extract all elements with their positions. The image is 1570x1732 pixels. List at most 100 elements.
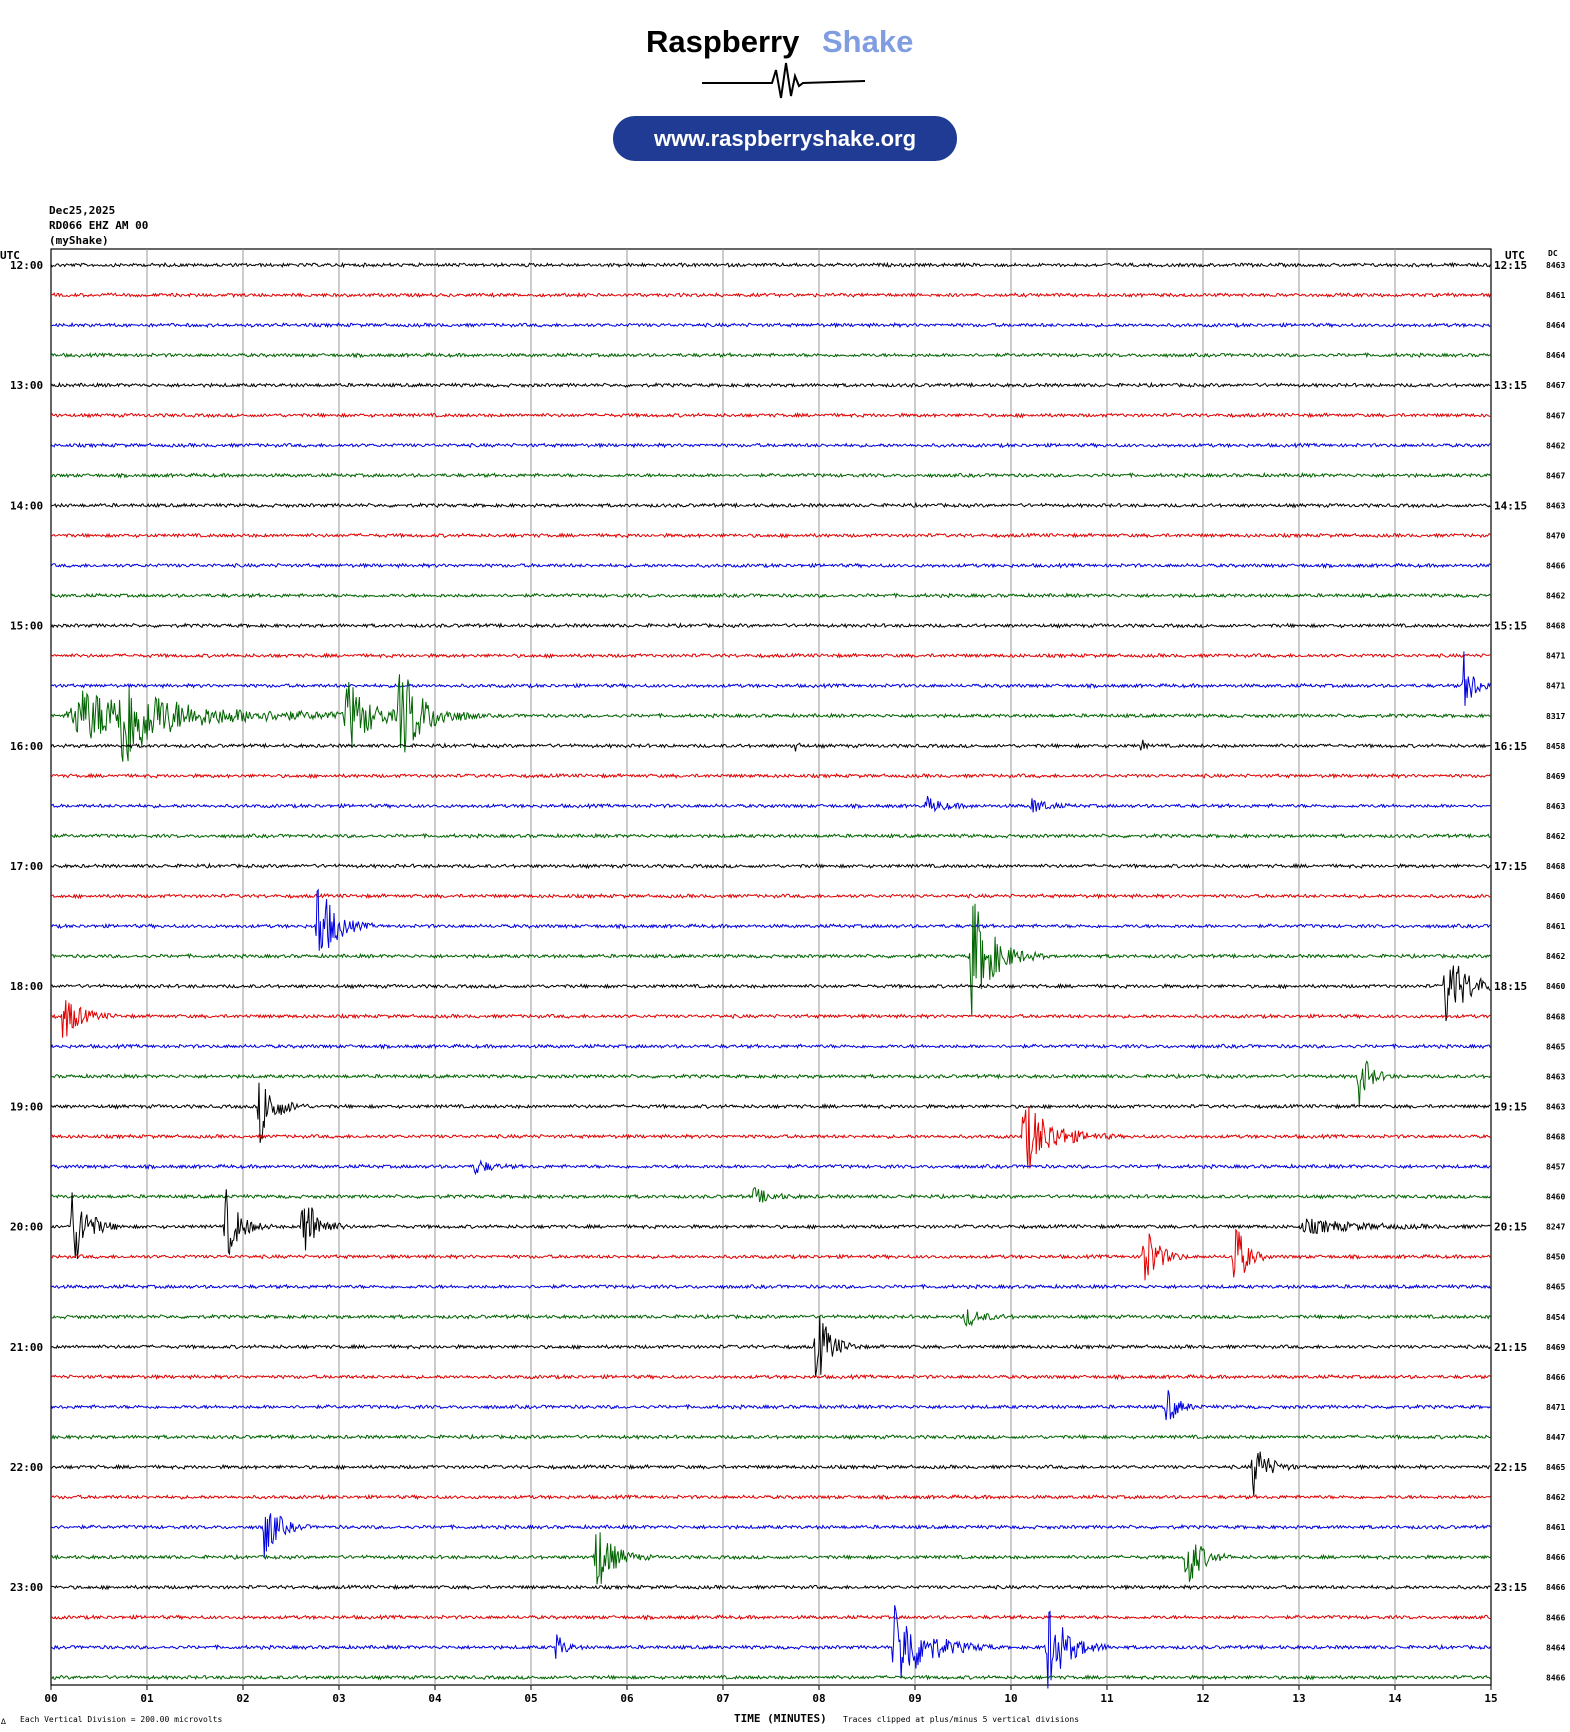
left-time-labels: 12:00 13:00 14:00 15:00 16:00 17:00 18:00 19:00…	[10, 259, 43, 1594]
dc-label: DC	[1548, 249, 1558, 258]
left-time-label: 17:00	[10, 860, 43, 873]
trace-row-6	[50, 442, 1491, 449]
x-tick-label: 04	[428, 1692, 442, 1705]
trace-row-21	[50, 892, 1491, 900]
scale-note: Each Vertical Division = 200.00 microvol…	[20, 1715, 222, 1724]
left-time-label: 20:00	[10, 1221, 43, 1234]
dc-offset-label: 8247	[1546, 1223, 1565, 1232]
trace-row-27	[50, 1060, 1491, 1108]
header-station: RD066 EHZ AM 00	[49, 219, 148, 232]
dc-offset-label: 8466	[1546, 1583, 1565, 1592]
x-axis-label: TIME (MINUTES)	[734, 1712, 827, 1725]
left-time-label: 12:00	[10, 259, 43, 272]
dc-offset-label: 8462	[1546, 592, 1565, 601]
trace-row-0	[50, 261, 1491, 269]
dc-offset-label: 8464	[1546, 1643, 1565, 1652]
website-pill	[613, 116, 957, 161]
trace-row-37	[50, 1373, 1491, 1381]
trace-row-28	[50, 1082, 1491, 1143]
right-time-label: 21:15	[1494, 1341, 1527, 1354]
brand-name-first: Raspberry	[646, 24, 800, 59]
trace-row-7	[50, 471, 1491, 479]
trace-row-35	[50, 1309, 1491, 1327]
trace-row-16	[50, 739, 1491, 752]
trace-row-5	[50, 411, 1491, 419]
dc-offset-label: 8460	[1546, 892, 1565, 901]
plot-frame	[50, 248, 1492, 1686]
right-time-label: 23:15	[1494, 1581, 1527, 1594]
x-axis-ticks: 00 01 02 03 04 05 06 07 08 09 10 11 12 13 14 15	[44, 1685, 1498, 1705]
trace-row-44	[50, 1584, 1491, 1591]
left-time-label: 22:00	[10, 1461, 43, 1474]
right-time-label: 12:15	[1494, 259, 1527, 272]
trace-row-31	[50, 1187, 1491, 1203]
header-source: (myShake)	[49, 234, 109, 247]
trace-row-47	[50, 1673, 1491, 1681]
dc-offset-label: 8469	[1546, 1343, 1565, 1352]
trace-row-17	[50, 772, 1491, 780]
dc-offset-label: 8466	[1546, 1553, 1565, 1562]
dc-offset-label: 8463	[1546, 802, 1565, 811]
trace-row-45	[50, 1613, 1491, 1621]
right-utc-label: UTC	[1505, 249, 1525, 262]
trace-row-36	[50, 1316, 1491, 1378]
dc-offset-label: 8464	[1546, 321, 1565, 330]
x-tick-label: 02	[236, 1692, 249, 1705]
x-tick-label: 13	[1292, 1692, 1305, 1705]
left-time-label: 14:00	[10, 499, 43, 512]
trace-row-30	[50, 1159, 1491, 1176]
dc-offset-label: 8454	[1546, 1313, 1565, 1322]
trace-row-4	[50, 381, 1491, 389]
x-tick-label: 12	[1196, 1692, 1209, 1705]
trace-row-9	[50, 532, 1491, 539]
dc-offset-label: 8463	[1546, 1072, 1565, 1081]
left-utc-label: UTC	[0, 249, 20, 262]
trace-row-14	[50, 651, 1491, 706]
seismograph-wave-icon	[702, 62, 866, 99]
dc-offset-label: 8465	[1546, 1042, 1565, 1051]
dc-offset-labels: 8463 8461 8464 8464 8467 8467 8462 8467 8463 8470…	[1546, 261, 1565, 1682]
dc-offset-label: 8470	[1546, 531, 1565, 540]
brand-name-second: Shake	[822, 24, 913, 59]
trace-row-1	[50, 291, 1491, 299]
dc-offset-label: 8465	[1546, 1463, 1565, 1472]
x-tick-label: 01	[140, 1692, 154, 1705]
x-tick-label: 05	[524, 1692, 537, 1705]
dc-offset-label: 8463	[1546, 1102, 1565, 1111]
left-time-label: 13:00	[10, 379, 43, 392]
dc-offset-label: 8466	[1546, 1613, 1565, 1622]
x-tick-label: 00	[44, 1692, 57, 1705]
trace-row-46	[50, 1605, 1491, 1689]
dc-offset-label: 8461	[1546, 291, 1565, 300]
dc-offset-label: 8468	[1546, 622, 1565, 631]
trace-row-43	[50, 1532, 1491, 1585]
dc-offset-label: 8466	[1546, 562, 1565, 571]
x-tick-label: 14	[1388, 1692, 1402, 1705]
trace-row-40	[50, 1451, 1491, 1496]
trace-row-8	[50, 501, 1491, 509]
dc-offset-label: 8463	[1546, 501, 1565, 510]
trace-row-34	[50, 1283, 1491, 1290]
x-tick-label: 15	[1484, 1692, 1497, 1705]
trace-row-41	[51, 1493, 1491, 1501]
left-time-label: 23:00	[10, 1581, 43, 1594]
trace-row-18	[50, 795, 1491, 813]
dc-offset-label: 8468	[1546, 1132, 1565, 1141]
x-tick-label: 06	[620, 1692, 634, 1705]
right-time-label: 14:15	[1494, 499, 1527, 512]
trace-row-39	[50, 1433, 1491, 1441]
plot-footer: ∆ Each Vertical Division = 200.00 microv…	[0, 1712, 1079, 1726]
right-time-labels: 12:15 13:15 14:15 15:15 16:15 17:15 18:15 19:15…	[1494, 259, 1527, 1594]
dc-offset-label: 8468	[1546, 1012, 1565, 1021]
left-time-label: 19:00	[10, 1100, 43, 1113]
station-header: Dec25,2025 RD066 EHZ AM 00 (myShake) UTC…	[0, 204, 1558, 262]
right-time-label: 16:15	[1494, 740, 1527, 753]
dc-offset-label: 8460	[1546, 982, 1565, 991]
dc-offset-label: 8461	[1546, 1523, 1565, 1532]
trace-row-42	[50, 1513, 1491, 1558]
trace-row-13	[50, 652, 1491, 659]
website-url[interactable]: www.raspberryshake.org	[653, 126, 916, 151]
trace-row-25	[50, 1000, 1491, 1038]
left-time-label: 21:00	[10, 1341, 43, 1354]
